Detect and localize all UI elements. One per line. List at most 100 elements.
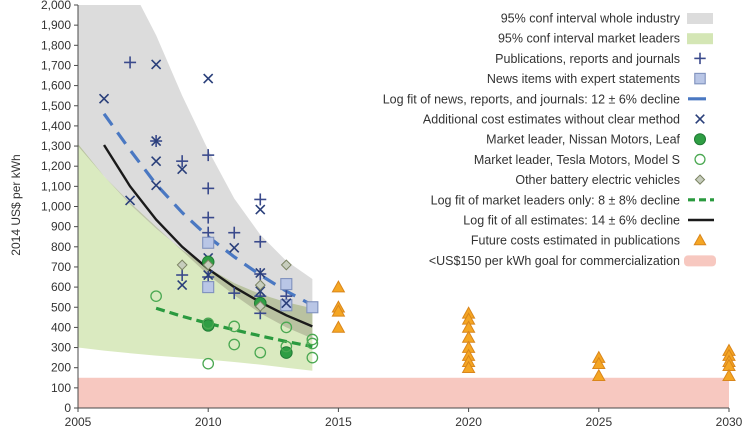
legend-swatch	[684, 255, 716, 267]
legend-item-publications: Publications, reports and journals	[495, 52, 706, 66]
legend-item-band-industry: 95% conf interval whole industry	[501, 12, 713, 26]
additional-point-b	[177, 280, 188, 291]
other-bev-point	[254, 300, 266, 312]
legend-label: Log fit of news, reports, and journals: …	[383, 92, 680, 106]
y-tick-label: 100	[51, 381, 71, 395]
news-point	[280, 299, 293, 312]
legend-marker	[694, 52, 706, 65]
legend-label: Log fit of market leaders only: 8 ± 8% d…	[431, 193, 680, 207]
publications-point	[176, 269, 189, 282]
series-news	[202, 236, 319, 314]
legend-marker	[695, 114, 705, 124]
legend-label: Additional cost estimates without clear …	[423, 113, 680, 127]
y-tick-label: 400	[51, 320, 71, 334]
legend-item-goal: <US$150 per kWh goal for commercializati…	[429, 254, 716, 268]
tesla-point	[228, 320, 241, 333]
news-point	[280, 278, 293, 291]
publications-point	[202, 271, 215, 284]
future-point	[591, 356, 606, 369]
legend-marker	[694, 153, 706, 165]
future-point	[331, 304, 346, 317]
additional-point-b	[177, 164, 188, 175]
future-point	[331, 280, 346, 293]
series-tesla	[150, 290, 319, 370]
future-point	[331, 320, 346, 333]
additional-point-b	[203, 73, 214, 84]
legend-item-news: News items with expert statements	[487, 72, 706, 86]
legend-label: 95% conf interval whole industry	[501, 12, 681, 26]
additional-point-b	[151, 156, 162, 167]
y-tick-label: 500	[51, 300, 71, 314]
additional-point-b	[203, 269, 214, 281]
legend-label: Future costs estimated in publications	[471, 234, 680, 248]
other-bev-point	[176, 259, 188, 271]
legend-item-fit-leaders: Log fit of market leaders only: 8 ± 8% d…	[431, 193, 714, 207]
additional-point-b	[229, 242, 240, 253]
legend-item-band-leaders: 95% conf interval market leaders	[498, 32, 713, 46]
future-point	[591, 368, 606, 382]
legend-marker	[694, 72, 706, 85]
y-tick-label: 1,900	[41, 18, 71, 32]
additional-point-b	[151, 59, 162, 70]
tesla-point	[202, 317, 215, 330]
publications-point	[202, 149, 215, 162]
additional-point	[151, 59, 162, 70]
additional-point	[255, 286, 266, 297]
additional-point-b	[255, 267, 266, 279]
additional-point	[281, 298, 292, 309]
series-other-bev	[176, 259, 292, 312]
tesla-point	[228, 338, 241, 351]
axes-layer: 0 100 200 300 400 500 600 700 800 900 1,000 1,100 1,…	[41, 0, 743, 429]
y-tick-label: 200	[51, 361, 71, 375]
legend-label: 95% conf interval market leaders	[498, 32, 680, 46]
y-tick-label: 1,600	[41, 79, 71, 93]
additional-point	[177, 164, 188, 175]
y-tick-label: 1,500	[41, 99, 71, 113]
y-tick-label: 1,300	[41, 139, 71, 153]
legend-swatch	[687, 33, 713, 45]
legend-swatch	[687, 13, 713, 24]
y-tick-label: 700	[51, 260, 71, 274]
goal-band	[78, 377, 729, 408]
additional-point	[98, 93, 110, 104]
additional-point-b	[151, 135, 162, 147]
x-tick-label: 2030	[716, 415, 743, 429]
other-bev-point	[280, 259, 292, 271]
y-tick-label: 2,000	[41, 0, 71, 12]
additional-point-b	[255, 286, 266, 297]
additional-point-b	[151, 180, 162, 191]
legend-label: Other battery electric vehicles	[515, 173, 680, 187]
legend-label: News items with expert statements	[487, 72, 680, 86]
tesla-point	[306, 333, 319, 346]
y-tick-label: 1,000	[41, 200, 71, 214]
band-leaders	[78, 144, 313, 371]
publications-point	[176, 155, 189, 168]
additional-point-b	[255, 204, 266, 215]
legend-label: <US$150 per kWh goal for commercializati…	[429, 254, 680, 268]
y-tick-label: 600	[51, 280, 71, 294]
publications-point	[124, 56, 137, 69]
x-tick-label: 2005	[65, 415, 92, 429]
x-tick-label: 2015	[325, 415, 352, 429]
additional-point	[151, 156, 162, 167]
publications-point	[228, 226, 241, 239]
tesla-point	[306, 337, 319, 350]
x-tick-label: 2025	[585, 415, 612, 429]
additional-point	[125, 195, 136, 206]
additional-point	[203, 73, 214, 84]
y-tick-label: 1,100	[41, 179, 71, 193]
legend-label: Log fit of all estimates: 14 ± 6% declin…	[463, 214, 680, 228]
tesla-point	[150, 290, 162, 303]
additional-point	[255, 204, 266, 215]
y-tick-label: 1,200	[41, 159, 71, 173]
other-bev-point	[202, 259, 214, 271]
legend-item-other-bev: Other battery electric vehicles	[515, 173, 706, 187]
future-point	[722, 368, 736, 382]
y-tick-label: 300	[51, 341, 71, 355]
x-tick-label: 2020	[455, 415, 482, 429]
additional-point	[177, 280, 188, 291]
legend-label: Publications, reports and journals	[495, 52, 680, 66]
legend-item-future: Future costs estimated in publications	[471, 233, 707, 248]
